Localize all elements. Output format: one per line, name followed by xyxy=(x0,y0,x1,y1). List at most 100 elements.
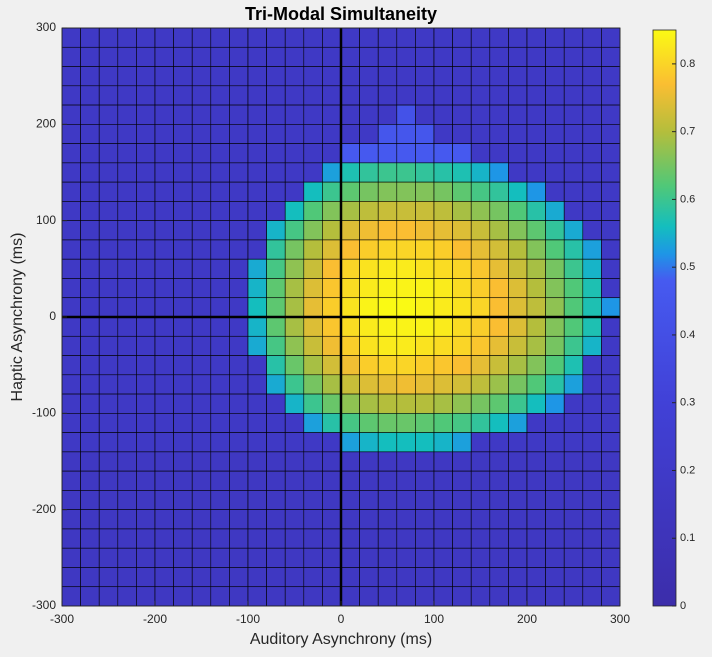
heatmap-cell xyxy=(433,413,453,433)
heatmap-cell xyxy=(526,66,546,87)
heatmap-cell xyxy=(545,104,565,125)
heatmap-cell xyxy=(452,278,472,299)
heatmap-cell xyxy=(210,27,230,48)
heatmap-cell xyxy=(247,46,267,67)
heatmap-cell xyxy=(322,46,342,67)
heatmap-cell xyxy=(61,258,81,279)
heatmap-cell xyxy=(61,181,81,202)
heatmap-cell xyxy=(377,490,398,510)
heatmap-cell xyxy=(377,181,398,202)
heatmap-cell xyxy=(433,278,453,299)
heatmap-cell xyxy=(526,201,546,221)
heatmap-cell xyxy=(508,335,528,356)
heatmap-cell xyxy=(322,201,342,221)
heatmap-cell xyxy=(98,335,119,356)
heatmap-cell xyxy=(247,220,267,241)
heatmap-cell xyxy=(359,451,379,472)
heatmap-cell xyxy=(191,239,212,260)
heatmap-cell xyxy=(98,85,119,106)
heatmap-cell xyxy=(136,335,156,356)
heatmap-cell xyxy=(396,104,416,125)
heatmap-cell xyxy=(433,355,453,376)
heatmap-cell xyxy=(61,509,81,530)
heatmap-cell xyxy=(489,316,509,337)
heatmap-cell xyxy=(563,201,584,221)
heatmap-cell xyxy=(322,278,342,299)
heatmap-cell xyxy=(582,278,602,299)
heatmap-cell xyxy=(191,46,212,67)
heatmap-cell xyxy=(433,297,453,318)
heatmap-cell xyxy=(284,104,305,125)
heatmap-cell xyxy=(61,393,81,414)
heatmap-cell xyxy=(229,413,249,433)
heatmap-cell xyxy=(489,46,509,67)
heatmap-cell xyxy=(489,528,509,549)
heatmap-cell xyxy=(359,586,379,607)
heatmap-cell xyxy=(154,85,174,106)
heatmap-cell xyxy=(359,432,379,453)
heatmap-cell xyxy=(433,27,453,48)
heatmap-cell xyxy=(80,162,100,183)
heatmap-cell xyxy=(508,143,528,164)
heatmap-cell xyxy=(582,490,602,510)
heatmap-cell xyxy=(545,490,565,510)
heatmap-cell xyxy=(433,547,453,568)
heatmap-cell xyxy=(545,162,565,183)
heatmap-cell xyxy=(303,162,323,183)
heatmap-cell xyxy=(136,470,156,491)
heatmap-cell xyxy=(284,124,305,144)
heatmap-cell xyxy=(563,297,584,318)
colorbar-tick-label: 0.1 xyxy=(680,532,695,544)
heatmap-cell xyxy=(98,490,119,510)
heatmap-cell xyxy=(322,85,342,106)
heatmap-cell xyxy=(396,201,416,221)
heatmap-cell xyxy=(452,374,472,395)
heatmap-cell xyxy=(526,490,546,510)
heatmap-cell xyxy=(173,258,193,279)
heatmap-cell xyxy=(526,355,546,376)
heatmap-cell xyxy=(117,124,137,144)
heatmap-cell xyxy=(563,66,584,87)
heatmap-cell xyxy=(303,124,323,144)
heatmap-cell xyxy=(191,413,212,433)
heatmap-cell xyxy=(452,181,472,202)
heatmap-cell xyxy=(173,46,193,67)
heatmap-cell xyxy=(340,85,360,106)
heatmap-cell xyxy=(173,528,193,549)
heatmap-cell xyxy=(563,104,584,125)
heatmap-cell xyxy=(526,586,546,607)
heatmap-cell xyxy=(266,413,286,433)
heatmap-cell xyxy=(452,27,472,48)
heatmap-cell xyxy=(545,432,565,453)
heatmap-cell xyxy=(601,355,621,376)
heatmap-cell xyxy=(582,528,602,549)
heatmap-cell xyxy=(508,528,528,549)
heatmap-cell xyxy=(154,567,174,588)
heatmap-cell xyxy=(452,316,472,337)
heatmap-cell xyxy=(173,162,193,183)
heatmap-cell xyxy=(210,162,230,183)
heatmap-cell xyxy=(154,258,174,279)
heatmap-cell xyxy=(173,27,193,48)
heatmap-cell xyxy=(61,413,81,433)
heatmap-cell xyxy=(98,181,119,202)
heatmap-cell xyxy=(508,297,528,318)
heatmap-cell xyxy=(359,413,379,433)
heatmap-cell xyxy=(470,143,491,164)
heatmap-cell xyxy=(545,278,565,299)
heatmap-cell xyxy=(80,27,100,48)
heatmap-cell xyxy=(545,316,565,337)
heatmap-cell xyxy=(154,46,174,67)
heatmap-cell xyxy=(340,297,360,318)
heatmap-cell xyxy=(582,547,602,568)
heatmap-cell xyxy=(303,66,323,87)
heatmap-cell xyxy=(303,27,323,48)
heatmap-cell xyxy=(247,335,267,356)
heatmap-cell xyxy=(266,393,286,414)
heatmap-cell xyxy=(173,335,193,356)
heatmap-cell xyxy=(136,316,156,337)
heatmap-cell xyxy=(377,451,398,472)
heatmap-cell xyxy=(98,316,119,337)
heatmap-cell xyxy=(396,181,416,202)
heatmap-cell xyxy=(136,162,156,183)
